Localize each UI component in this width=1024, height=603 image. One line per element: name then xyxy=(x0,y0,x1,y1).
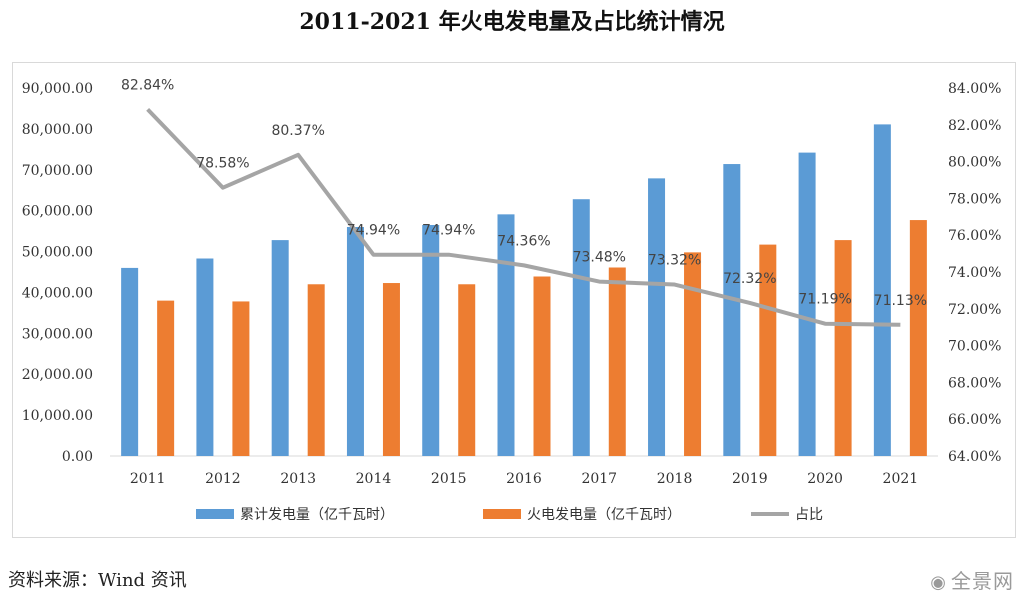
share-data-label: 71.19% xyxy=(798,292,851,308)
share-data-label: 73.48% xyxy=(573,250,626,266)
legend-label: 累计发电量（亿千瓦时） xyxy=(240,507,394,523)
chart-frame: 0.00 10,000.00 20,000.00 30,000.00 40,000.00… xyxy=(12,62,1016,538)
left-axis-tick-label: 20,000.00 xyxy=(22,367,93,383)
legend-label: 火电发电量（亿千瓦时） xyxy=(527,507,681,523)
right-axis-tick-label: 78.00% xyxy=(948,191,1001,207)
thermal-generation-bar xyxy=(684,252,702,456)
chart-svg: 0.00 10,000.00 20,000.00 30,000.00 40,000.00… xyxy=(22,77,1002,523)
share-data-label: 72.32% xyxy=(723,271,776,287)
thermal-generation-bar xyxy=(232,301,250,456)
watermark: ◉ 全景网 xyxy=(930,565,1014,594)
left-axis-tick-label: 70,000.00 xyxy=(22,163,93,179)
right-axis-tick-label: 74.00% xyxy=(948,265,1001,281)
total-generation-bar xyxy=(271,240,289,456)
left-axis-tick-label: 30,000.00 xyxy=(22,326,93,342)
thermal-generation-bar xyxy=(608,267,626,456)
share-data-label: 82.84% xyxy=(121,77,174,93)
x-axis-tick-label: 2020 xyxy=(807,471,843,487)
total-generation-bar xyxy=(873,124,891,456)
weibo-logo-icon: ◉ xyxy=(930,572,947,593)
left-axis-tick-label: 50,000.00 xyxy=(22,245,93,261)
thermal-generation-bar xyxy=(834,240,852,456)
share-line xyxy=(146,107,901,327)
watermark-text: 全景网 xyxy=(951,569,1014,593)
total-generation-bar xyxy=(196,258,214,456)
right-axis-tick-label: 82.00% xyxy=(948,118,1001,134)
total-generation-bar xyxy=(723,164,741,456)
right-axis-tick-label: 80.00% xyxy=(948,155,1001,171)
x-axis-tick-label: 2011 xyxy=(130,471,166,487)
thermal-generation-bar xyxy=(157,300,175,456)
share-data-label: 80.37% xyxy=(271,123,324,139)
chart-title: 2011-2021 年火电发电量及占比统计情况 xyxy=(299,9,725,35)
x-axis-tick-label: 2019 xyxy=(732,471,768,487)
thermal-generation-bar xyxy=(759,244,777,456)
total-generation-bar xyxy=(121,267,139,456)
legend-bar-swatch xyxy=(483,509,521,519)
total-generation-bar xyxy=(422,224,440,456)
total-generation-bar xyxy=(346,227,364,456)
left-axis-tick-label: 80,000.00 xyxy=(22,122,93,138)
thermal-generation-bar xyxy=(533,276,551,456)
right-axis-tick-label: 68.00% xyxy=(948,375,1001,391)
right-axis-tick-label: 64.00% xyxy=(948,449,1001,465)
thermal-generation-bar xyxy=(909,220,927,456)
total-generation-bar xyxy=(497,214,515,456)
legend-label: 占比 xyxy=(795,507,823,523)
total-generation-bar xyxy=(572,199,590,456)
share-data-label: 74.94% xyxy=(422,223,475,239)
x-axis-tick-label: 2012 xyxy=(205,471,241,487)
x-axis-tick-label: 2013 xyxy=(280,471,316,487)
share-data-label: 78.58% xyxy=(196,156,249,172)
thermal-generation-bar xyxy=(307,284,325,456)
share-data-label: 73.32% xyxy=(648,253,701,269)
x-axis-tick-label: 2015 xyxy=(431,471,467,487)
share-data-label: 71.13% xyxy=(874,293,927,309)
thermal-generation-bar xyxy=(458,284,476,456)
left-axis-tick-label: 90,000.00 xyxy=(22,81,93,97)
legend-bar-swatch xyxy=(196,509,234,519)
x-axis-tick-label: 2014 xyxy=(356,471,392,487)
right-axis-tick-label: 76.00% xyxy=(948,228,1001,244)
left-axis-tick-label: 0.00 xyxy=(62,449,93,465)
right-axis-tick-label: 70.00% xyxy=(948,339,1001,355)
x-axis-tick-label: 2021 xyxy=(883,471,919,487)
source-note: 资料来源：Wind 资讯 xyxy=(8,570,187,591)
right-axis-tick-label: 66.00% xyxy=(948,412,1001,428)
share-data-label: 74.36% xyxy=(497,233,550,249)
x-axis-tick-label: 2018 xyxy=(657,471,693,487)
right-axis-tick-label: 72.00% xyxy=(948,302,1001,318)
x-axis-tick-label: 2017 xyxy=(581,471,617,487)
left-axis-tick-label: 10,000.00 xyxy=(22,408,93,424)
thermal-generation-bar xyxy=(382,283,400,456)
x-axis-tick-label: 2016 xyxy=(506,471,542,487)
left-axis-tick-label: 60,000.00 xyxy=(22,204,93,220)
right-axis-tick-label: 84.00% xyxy=(948,81,1001,97)
total-generation-bar xyxy=(798,152,816,457)
total-generation-bar xyxy=(648,178,666,456)
left-axis-tick-label: 40,000.00 xyxy=(22,285,93,301)
share-data-label: 74.94% xyxy=(347,223,400,239)
